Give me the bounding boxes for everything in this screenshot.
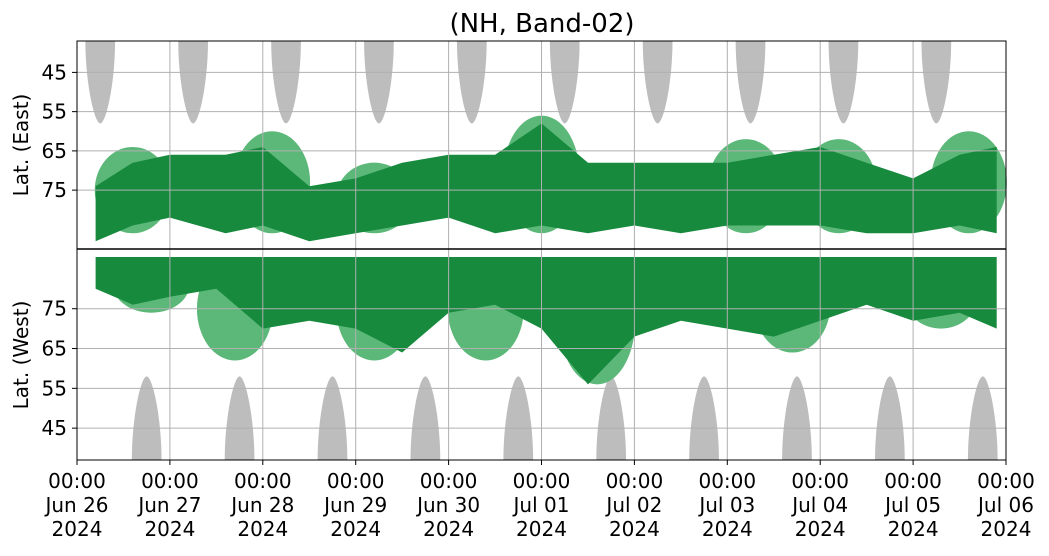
y-axis-label-lower: Lat. (West) [9, 301, 33, 410]
no-data-lobe-lower-1 [224, 376, 255, 460]
x-tick-label-7: 00:00 Jul 03 2024 [697, 469, 756, 541]
y-tick-label-upper-0: 45 [42, 60, 67, 84]
x-tick-label-line: 2024 [888, 517, 939, 541]
x-tick-label-line: 2024 [52, 517, 103, 541]
x-tick-label-8: 00:00 Jul 04 2024 [790, 469, 849, 541]
x-tick-label-4: 00:00 Jun 30 2024 [415, 469, 480, 541]
no-data-lobe-upper-9 [921, 41, 952, 124]
no-data-lobe-upper-6 [642, 41, 673, 124]
no-data-lobe-upper-4 [456, 41, 487, 124]
y-tick-label-upper-1: 55 [42, 100, 67, 124]
x-tick-label-line: Jul 05 [883, 493, 941, 517]
y-tick-label-upper-2: 65 [42, 139, 67, 163]
x-tick-label-9: 00:00 Jul 05 2024 [883, 469, 942, 541]
no-data-lobe-lower-7 [782, 376, 812, 460]
grid-lines [76, 41, 1007, 460]
x-tick-label-line: 00:00 [48, 469, 106, 493]
strong-band-upper [95, 123, 997, 242]
x-tick-label-3: 00:00 Jun 29 2024 [322, 469, 387, 541]
x-tick-label-line: 00:00 [791, 469, 849, 493]
x-tick-label-line: 2024 [423, 517, 474, 541]
x-tick-label-1: 00:00 Jun 27 2024 [136, 469, 201, 541]
no-data-lobe-upper-1 [178, 41, 208, 124]
x-tick-label-line: 00:00 [977, 469, 1035, 493]
no-data-lobe-upper-8 [828, 41, 859, 124]
strong-band-lower [95, 257, 997, 385]
y-tick-label-lower-0: 75 [42, 297, 67, 321]
x-tick-label-0: 00:00 Jun 26 2024 [43, 469, 108, 541]
x-tick-label-line: 00:00 [513, 469, 571, 493]
x-tick-label-5: 00:00 Jul 01 2024 [512, 469, 571, 541]
y-tick-label-lower-3: 45 [42, 416, 67, 440]
x-tick-label-line: 00:00 [698, 469, 756, 493]
x-tick-label-6: 00:00 Jul 02 2024 [604, 469, 663, 541]
no-data-lobe-lower-2 [317, 376, 348, 460]
chart-title: (NH, Band-02) [449, 9, 634, 39]
x-tick-label-line: Jul 04 [790, 493, 848, 517]
x-tick-label-line: 00:00 [327, 469, 385, 493]
x-tick-label-line: Jun 30 [415, 493, 480, 517]
x-tick-label-line: 2024 [609, 517, 660, 541]
x-tick-label-line: 00:00 [141, 469, 199, 493]
x-tick-label-line: 2024 [516, 517, 567, 541]
x-tick-label-line: 00:00 [606, 469, 664, 493]
x-tick-label-line: 00:00 [234, 469, 292, 493]
x-tick-label-line: 00:00 [420, 469, 478, 493]
x-tick-label-line: Jun 28 [229, 493, 294, 517]
no-data-lobe-upper-7 [735, 41, 766, 124]
plot-frame [76, 40, 1007, 461]
no-data-lobe-upper-5 [549, 41, 580, 124]
x-tick-label-line: 2024 [237, 517, 288, 541]
no-data-lobe-lower-9 [967, 376, 998, 460]
no-data-lobe-lower-4 [503, 376, 534, 460]
y-tick-label-upper-3: 75 [42, 178, 67, 202]
y-tick-label-lower-1: 65 [42, 337, 67, 361]
y-tick-label-lower-2: 55 [42, 376, 67, 400]
x-tick-label-line: 2024 [981, 517, 1032, 541]
y-axis-label-upper: Lat. (East) [9, 94, 33, 197]
x-tick-label-line: Jul 01 [512, 493, 570, 517]
no-data-lobe-upper-3 [364, 41, 394, 124]
no-data-lobe-upper-2 [271, 41, 301, 124]
x-tick-label-line: Jul 06 [976, 493, 1034, 517]
no-data-lobe-lower-6 [689, 376, 719, 460]
no-data-lobe-lower-5 [596, 376, 627, 460]
x-tick-label-line: 2024 [330, 517, 381, 541]
x-tick-label-line: 2024 [795, 517, 846, 541]
no-data-lobe-lower-8 [875, 376, 905, 460]
x-tick-label-line: Jul 02 [604, 493, 662, 517]
x-tick-label-line: Jul 03 [697, 493, 755, 517]
x-tick-label-2: 00:00 Jun 28 2024 [229, 469, 294, 541]
data-layer [85, 41, 1007, 460]
x-tick-label-line: Jun 26 [43, 493, 108, 517]
x-tick-label-10: 00:00 Jul 06 2024 [976, 469, 1035, 541]
no-data-lobe-lower-0 [131, 376, 162, 460]
no-data-lobe-lower-3 [410, 376, 441, 460]
x-tick-label-line: 00:00 [884, 469, 942, 493]
no-data-lobe-upper-0 [85, 41, 116, 124]
x-tick-label-line: Jun 29 [322, 493, 387, 517]
x-tick-label-line: 2024 [144, 517, 195, 541]
x-tick-label-line: 2024 [702, 517, 753, 541]
x-tick-label-line: Jun 27 [136, 493, 201, 517]
